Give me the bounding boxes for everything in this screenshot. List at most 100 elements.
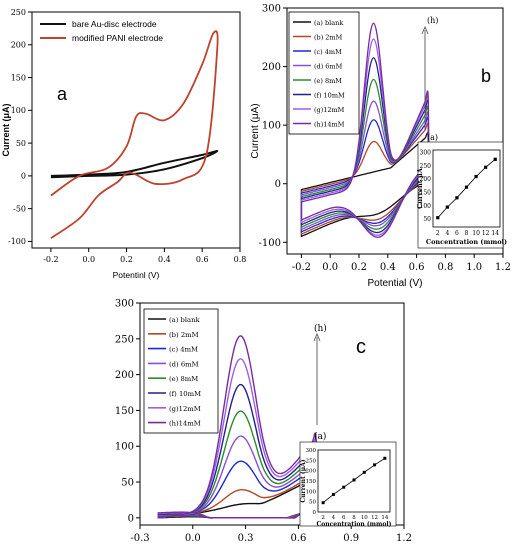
- x-tick-label: 1.0: [466, 262, 482, 273]
- annotation-top: (h): [314, 323, 327, 334]
- inset-y-tick-label: 50: [309, 500, 316, 506]
- panel-label: c: [356, 336, 366, 358]
- x-tick-label: -0.2: [43, 255, 58, 264]
- annotation-bottom: (a): [427, 133, 438, 142]
- inset-y-tick-label: 250: [306, 458, 317, 464]
- inset-y-label: Current μA: [416, 167, 424, 209]
- legend-label: (a) blank: [314, 19, 343, 27]
- inset-y-tick-label: 50: [423, 216, 431, 223]
- x-tick-label: 1.2: [396, 533, 412, 544]
- y-tick-label: 150: [115, 406, 134, 417]
- trend-arrowhead: [421, 25, 429, 35]
- legend-label: (e) 8mM: [314, 77, 342, 85]
- y-tick-label: 50: [16, 139, 26, 148]
- inset-x-tick-label: 8: [352, 515, 356, 521]
- y-tick-label: 150: [11, 73, 26, 82]
- x-tick-label: -0.3: [130, 533, 149, 544]
- legend-label: (b) 2mM: [314, 34, 343, 42]
- legend-label: (f) 10mM: [314, 92, 345, 100]
- inset-data-point: [373, 463, 377, 467]
- x-tick-label: 0.2: [120, 255, 133, 264]
- panel-c: -0.3 0.0 0.3 0.6 0.9 1.2050100150200250300(a)…: [115, 299, 412, 545]
- legend-label: (c) 4mM: [169, 346, 198, 354]
- inset-y-tick-label: 300: [420, 150, 432, 157]
- inset-y-tick-label: 150: [420, 189, 432, 196]
- inset-x-tick-label: 4: [332, 515, 336, 521]
- inset-frame: [317, 449, 391, 513]
- x-tick-label: 0.0: [82, 255, 95, 264]
- x-tick-label: 0.0: [322, 262, 338, 273]
- inset-data-point: [352, 478, 356, 482]
- y-axis-label: Current (μA): [250, 103, 261, 158]
- x-tick-label: 0.6: [196, 255, 209, 264]
- legend-label: (a) blank: [169, 316, 200, 324]
- y-tick-label: 200: [11, 41, 26, 50]
- y-tick-label: 300: [262, 4, 281, 15]
- inset-data-point: [445, 205, 449, 209]
- inset-y-label: Current (μA): [300, 459, 307, 502]
- legend-label: modified PANI electrode: [72, 33, 163, 43]
- inset-y-tick-label: 200: [306, 469, 317, 475]
- legend-label: (c) 4mM: [314, 48, 342, 56]
- legend-box: [143, 308, 219, 434]
- y-tick-label: 0: [21, 172, 26, 181]
- legend-box: [288, 11, 360, 135]
- x-tick-label: 0.8: [437, 262, 453, 273]
- legend-label: (d) 6mM: [169, 360, 199, 368]
- y-axis-label: Current (μA): [1, 103, 11, 156]
- inset-y-tick-label: 100: [306, 489, 317, 495]
- plot-frame: [139, 302, 405, 526]
- y-tick-label: 100: [262, 121, 281, 132]
- y-tick-label: -100: [8, 237, 26, 246]
- plot-frame: [31, 11, 241, 249]
- y-tick-label: 0: [275, 179, 281, 190]
- legend-label: (f) 10mM: [169, 390, 201, 398]
- inset-x-tick-label: 12: [371, 515, 378, 521]
- inset-y-tick-label: 100: [420, 203, 432, 210]
- x-tick-label: 0.8: [234, 255, 247, 264]
- x-tick-label: 0.3: [238, 533, 254, 544]
- inset-x-tick-label: 4: [445, 230, 449, 237]
- y-tick-label: -50: [13, 204, 26, 213]
- inset-x-tick-label: 10: [361, 515, 368, 521]
- y-tick-label: 250: [115, 334, 134, 345]
- inset-x-tick-label: 6: [455, 230, 459, 237]
- x-tick-label: 0.4: [380, 262, 396, 273]
- inset-y-tick-label: 150: [306, 479, 317, 485]
- legend-label: (e) 8mM: [169, 375, 198, 383]
- series-line-bare-au: [50, 149, 219, 179]
- panel-b: -0.2 0.0 0.2 0.4 0.6 0.8 1.0 1.2 -100 0 100 200 300 (…: [250, 4, 511, 290]
- y-tick-label: 250: [11, 8, 26, 17]
- y-tick-label: 200: [262, 62, 281, 73]
- trend-arrowhead: [313, 332, 321, 342]
- y-tick-label: 300: [115, 299, 134, 310]
- legend-label: (g)12mM: [169, 405, 201, 413]
- x-axis-label: Potentinl (V): [113, 270, 160, 280]
- legend-label: (h)14mM: [169, 420, 201, 428]
- cv-curve: [300, 22, 430, 238]
- inset-x-tick-label: 2: [321, 515, 325, 521]
- y-tick-label: 100: [11, 106, 26, 115]
- annotation-bottom: (a): [314, 431, 326, 442]
- inset-y-tick-label: 300: [306, 448, 317, 454]
- legend-label: (g)12mM: [314, 106, 345, 114]
- inset-data-point: [464, 185, 469, 189]
- y-tick-label: 100: [115, 442, 134, 453]
- x-tick-label: 0.9: [343, 533, 359, 544]
- inset-background: [417, 141, 504, 249]
- y-tick-label: 200: [115, 370, 134, 381]
- inset-x-tick-label: 14: [491, 230, 499, 237]
- x-tick-label: 0.6: [290, 533, 306, 544]
- annotation-top: (h): [427, 16, 438, 25]
- panel-a: -0.2 0.0 0.2 0.4 0.6 0.8 -100 -50 0 50 100 150 200 25…: [1, 8, 246, 280]
- x-tick-label: 0.2: [351, 262, 367, 273]
- legend-label: bare Au-disc electrode: [72, 19, 157, 29]
- inset-x-tick-label: 10: [472, 230, 480, 237]
- inset-x-tick-label: 14: [381, 515, 388, 521]
- y-tick-label: -100: [259, 238, 281, 249]
- plot-frame: [286, 7, 504, 255]
- panel-label: b: [481, 66, 491, 86]
- inset-x-tick-label: 6: [342, 515, 346, 521]
- inset-data-point: [474, 174, 478, 179]
- inset-data-point: [484, 165, 488, 169]
